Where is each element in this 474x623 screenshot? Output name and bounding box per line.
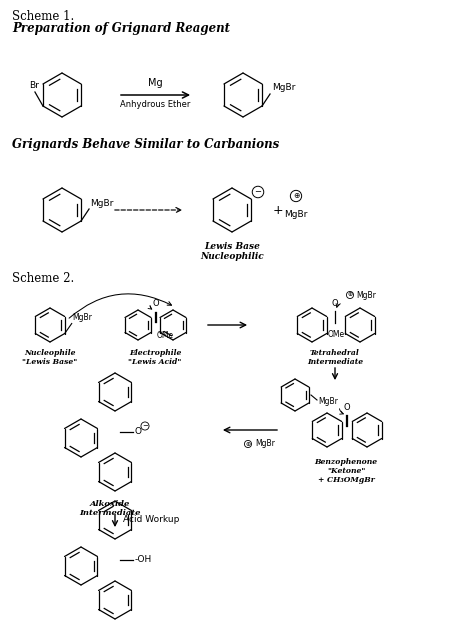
- Text: MgBr: MgBr: [318, 396, 338, 406]
- Text: O: O: [135, 427, 142, 437]
- Text: −: −: [255, 188, 262, 196]
- Text: ⊕: ⊕: [246, 442, 251, 447]
- Text: Nucleophile
"Lewis Base": Nucleophile "Lewis Base": [22, 349, 78, 366]
- Text: Scheme 1.: Scheme 1.: [12, 10, 74, 23]
- Text: Electrophile
"Lewis Acid": Electrophile "Lewis Acid": [128, 349, 182, 366]
- Text: Grignards Behave Similar to Carbanions: Grignards Behave Similar to Carbanions: [12, 138, 279, 151]
- Text: Acid Workup: Acid Workup: [123, 515, 179, 525]
- Text: Benzophenone
"Ketone"
+ CH₃OMgBr: Benzophenone "Ketone" + CH₃OMgBr: [314, 458, 378, 485]
- Text: OMe: OMe: [157, 331, 174, 340]
- Text: ⊕: ⊕: [293, 191, 299, 201]
- Text: Lewis Base
Nucleophilic: Lewis Base Nucleophilic: [200, 242, 264, 262]
- Text: O: O: [343, 403, 350, 412]
- Text: MgBr: MgBr: [284, 210, 308, 219]
- Text: Mg: Mg: [148, 78, 162, 88]
- Text: OMe: OMe: [328, 330, 345, 339]
- Text: −: −: [142, 423, 148, 429]
- Text: Alkoxide
Intermediate: Alkoxide Intermediate: [79, 500, 141, 517]
- Text: O: O: [152, 299, 159, 308]
- Text: MgBr: MgBr: [73, 313, 92, 323]
- Text: Preparation of Grignard Reagent: Preparation of Grignard Reagent: [12, 22, 230, 35]
- Text: Tetrahedral
Intermediate: Tetrahedral Intermediate: [307, 349, 363, 366]
- Text: MgBr: MgBr: [255, 439, 275, 449]
- Text: MgBr: MgBr: [90, 199, 113, 208]
- Text: MgBr: MgBr: [356, 290, 376, 300]
- Text: ⊕: ⊕: [347, 293, 353, 298]
- Text: Anhydrous Ether: Anhydrous Ether: [120, 100, 190, 109]
- Text: -OH: -OH: [135, 556, 152, 564]
- Text: +: +: [273, 204, 283, 217]
- Text: O: O: [332, 299, 338, 308]
- Text: Br: Br: [29, 81, 39, 90]
- Text: MgBr: MgBr: [272, 83, 295, 92]
- Text: Scheme 2.: Scheme 2.: [12, 272, 74, 285]
